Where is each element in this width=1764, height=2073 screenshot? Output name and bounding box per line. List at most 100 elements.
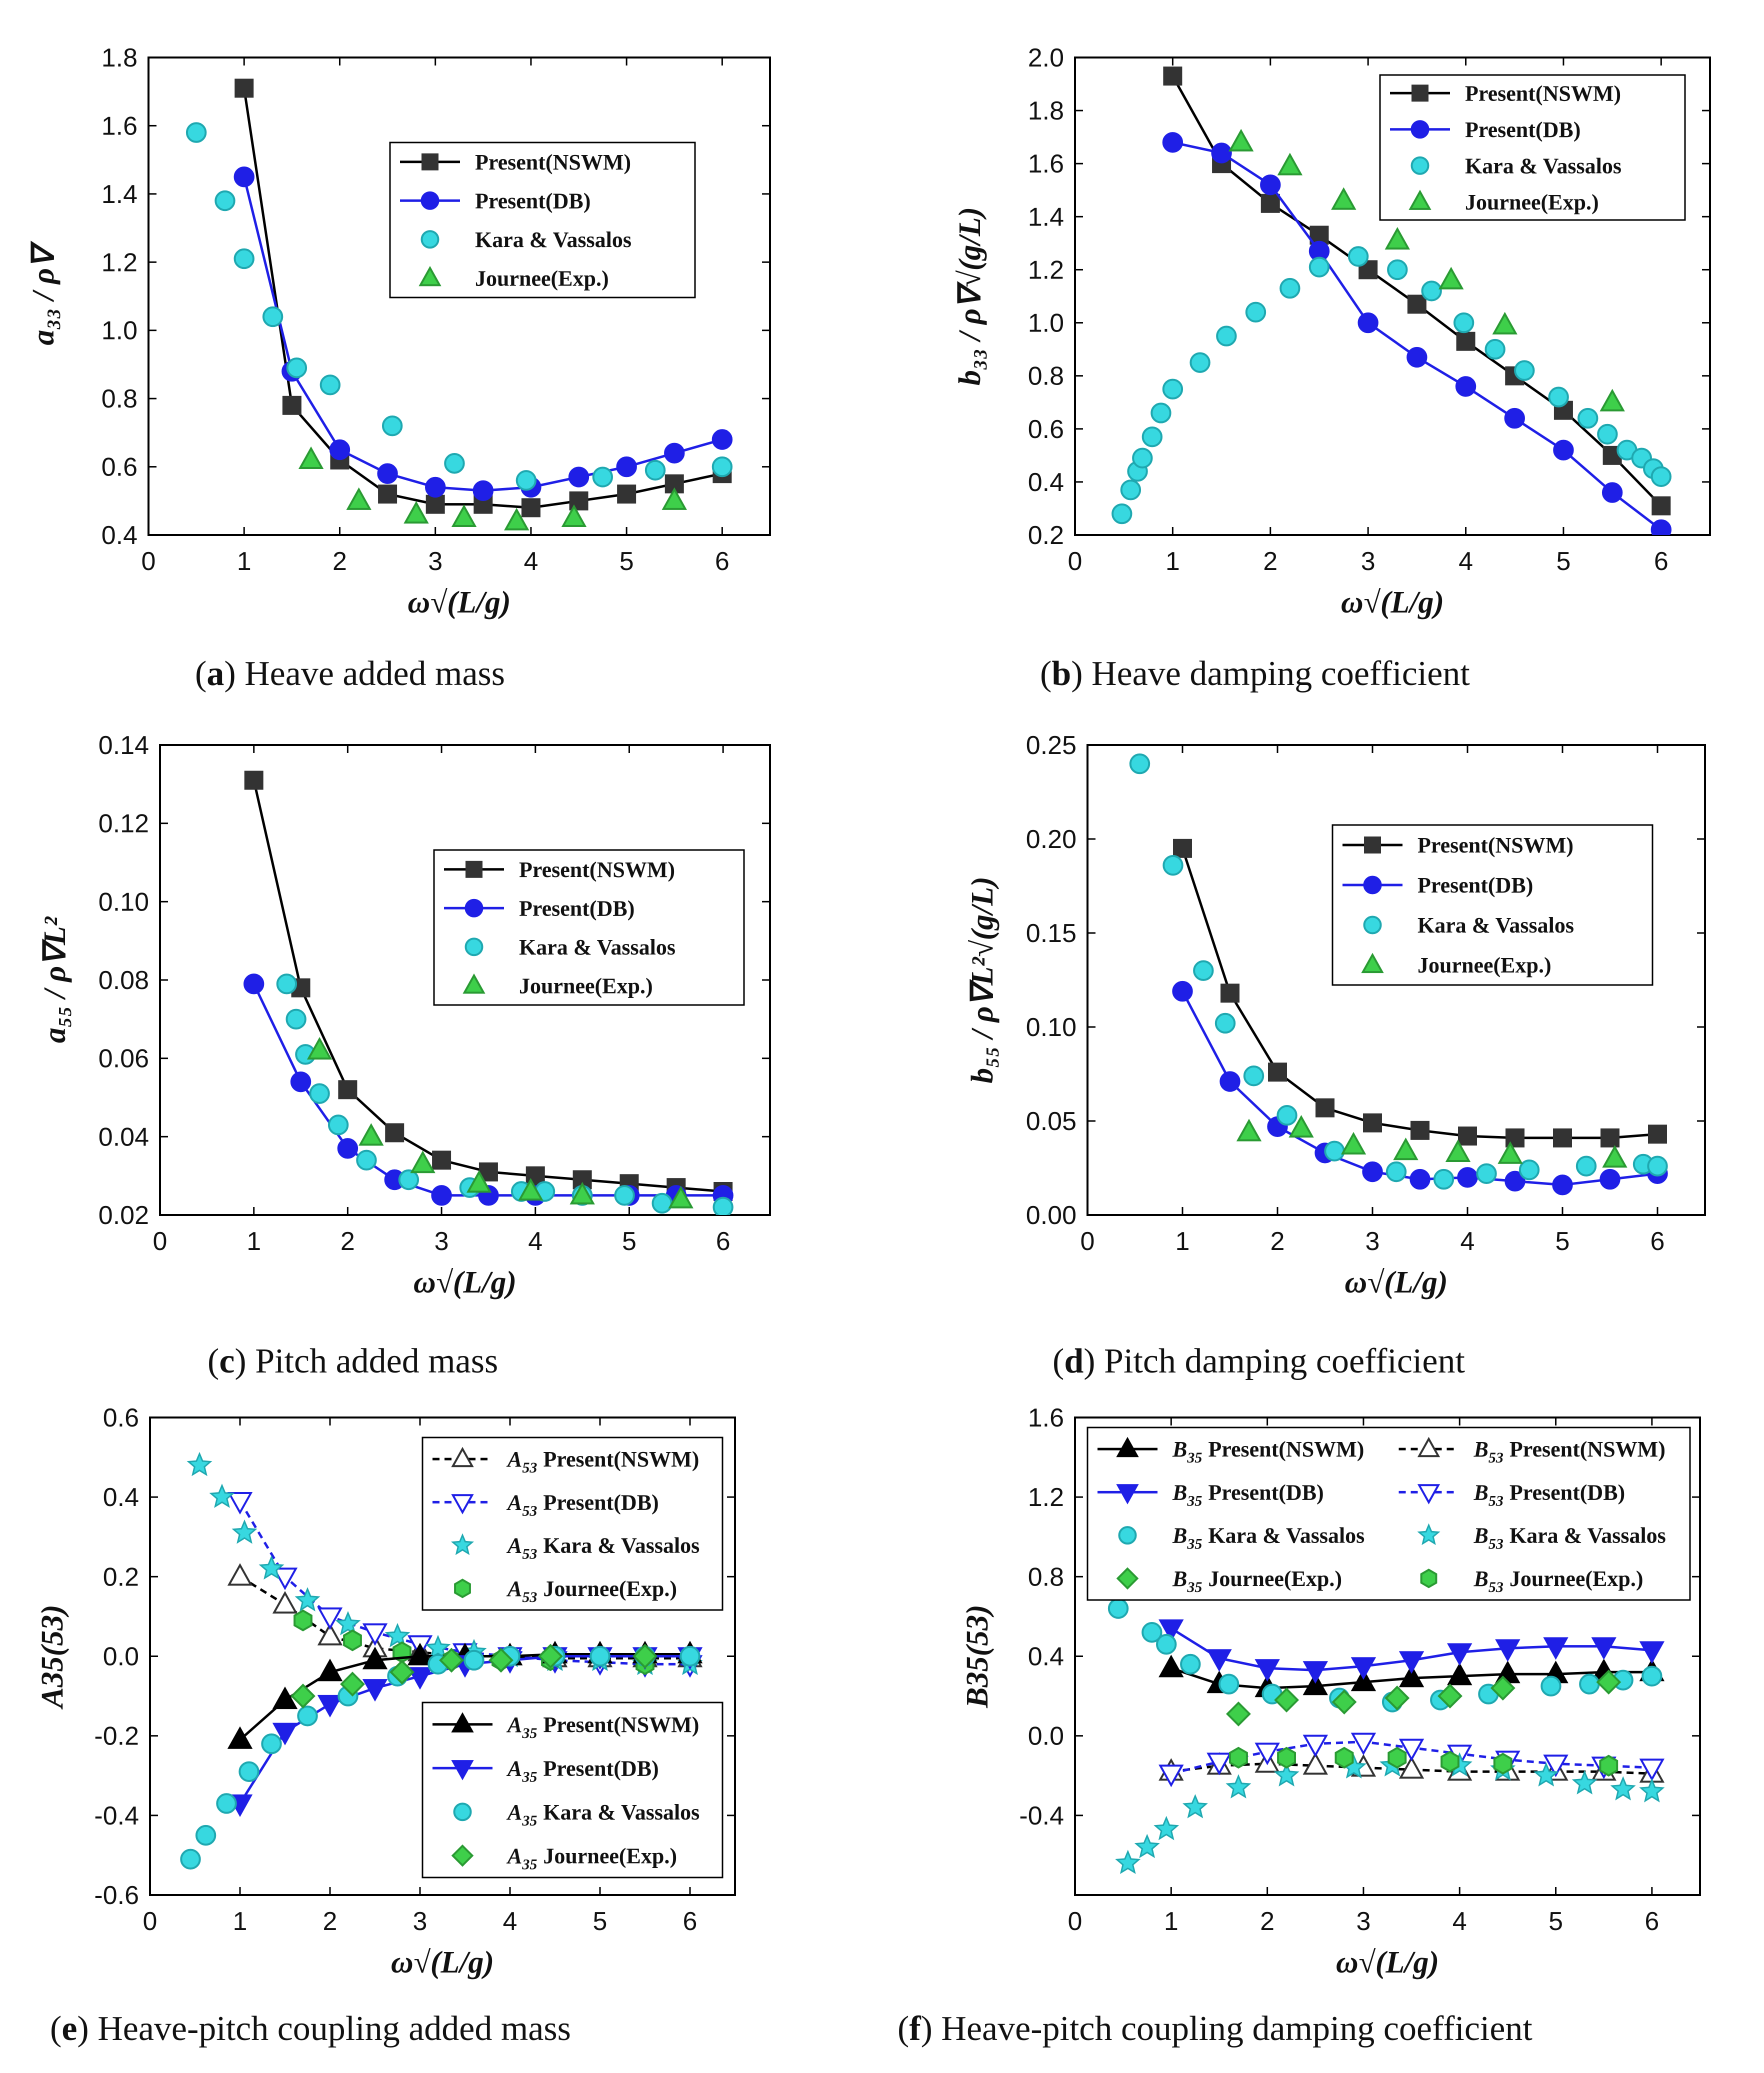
x-tick-label: 1 xyxy=(237,547,252,576)
series-b53-kara-vassalos xyxy=(1115,1752,1665,1874)
x-axis-label: ω√(L/g) xyxy=(1341,586,1444,620)
data-point xyxy=(1453,312,1474,334)
data-point xyxy=(561,504,587,527)
caption: (e) Heave-pitch coupling added mass xyxy=(50,2010,571,2048)
data-point xyxy=(1652,496,1671,516)
series-present-nswm- xyxy=(1173,838,1667,1148)
data-point xyxy=(1182,1794,1208,1818)
label-text: Journee(Exp.) xyxy=(543,1844,677,1868)
y-tick-label: 0.0 xyxy=(1028,1722,1064,1751)
data-point xyxy=(1332,1690,1357,1714)
y-tick-label: 0.6 xyxy=(102,453,138,482)
x-tick-label: 4 xyxy=(1458,547,1473,576)
legend-marker xyxy=(466,860,482,878)
label-text: Present(NSWM) xyxy=(1510,1437,1666,1462)
data-point xyxy=(568,466,590,488)
data-point xyxy=(1440,1750,1460,1773)
x-tick-label: 4 xyxy=(1452,1907,1467,1936)
data-point xyxy=(1268,1062,1287,1082)
data-point xyxy=(614,1185,635,1206)
data-point xyxy=(516,470,537,491)
y-tick-label: -0.6 xyxy=(94,1881,139,1910)
data-point xyxy=(234,248,254,270)
data-point xyxy=(712,1196,734,1215)
data-point xyxy=(1156,1634,1177,1655)
plot-area xyxy=(186,78,733,530)
data-point xyxy=(1647,1156,1668,1176)
legend-box xyxy=(1086,1426,1691,1601)
data-point xyxy=(320,374,341,396)
x-axis-label: ω√(L/g) xyxy=(391,1946,494,1980)
data-point xyxy=(1277,152,1303,176)
legend-label: Present(NSWM) xyxy=(475,150,631,174)
legend-marker xyxy=(451,1494,474,1514)
plot-area xyxy=(1112,66,1672,535)
legend-label: Kara & Vassalos xyxy=(475,228,632,252)
data-point xyxy=(1650,466,1672,487)
data-point xyxy=(298,446,324,469)
label-symbol: B xyxy=(1172,1437,1187,1462)
legend-label: A35 Present(DB) xyxy=(506,1756,659,1785)
x-tick-label: 5 xyxy=(1556,547,1570,576)
data-point xyxy=(209,1484,235,1508)
data-point xyxy=(410,1150,436,1174)
chart-panel-a: 0 1 2 3 4 5 6 0.4 0.6 0.8 1.0 1.2 1.4 1.6 1.8 ω√(L/g) a₃… xyxy=(26,44,771,693)
data-point xyxy=(1334,1746,1354,1769)
legend-label: Kara & Vassalos xyxy=(519,935,676,960)
caption-paren: ( xyxy=(195,654,206,693)
data-point xyxy=(504,508,530,530)
legend-label: Kara & Vassalos xyxy=(1418,913,1574,938)
y-tick-label: 0.05 xyxy=(1026,1107,1076,1136)
caption-text: ) Heave-pitch coupling added mass xyxy=(77,2010,570,2048)
data-point xyxy=(1206,1752,1232,1776)
data-point xyxy=(1132,448,1153,468)
data-point xyxy=(590,1646,610,1667)
label-symbol: A xyxy=(506,1712,522,1737)
x-tick-label: 5 xyxy=(1556,1227,1570,1256)
x-tick-label: 6 xyxy=(1654,547,1668,576)
y-tick-label: 0.6 xyxy=(103,1404,139,1432)
caption-text: ) Pitch added mass xyxy=(234,1342,498,1380)
label-subscript: 53 xyxy=(1488,1492,1504,1509)
legend-label: Present(DB) xyxy=(475,188,590,213)
x-tick-label: 0 xyxy=(1068,1907,1082,1936)
data-point xyxy=(186,122,207,143)
data-point xyxy=(1639,1758,1665,1782)
legend-label: A53 Present(NSWM) xyxy=(506,1447,699,1476)
data-point xyxy=(1112,503,1132,524)
data-point xyxy=(1331,187,1356,210)
data-point xyxy=(1220,1071,1240,1092)
legend-label: B53 Present(DB) xyxy=(1474,1480,1626,1509)
data-point xyxy=(186,1452,212,1476)
legend-marker xyxy=(1408,190,1432,210)
y-tick-label: 2.0 xyxy=(1028,44,1064,72)
y-tick-label: 1.8 xyxy=(1028,96,1064,126)
x-tick-label: 2 xyxy=(332,547,347,576)
data-point xyxy=(1216,326,1237,346)
x-tick-label: 0 xyxy=(1068,547,1082,576)
y-axis-label: b₅₅ / ρ∇L²√(g/L) xyxy=(966,876,1000,1084)
legend-marker xyxy=(1417,1484,1440,1504)
data-point xyxy=(1484,338,1506,360)
data-point xyxy=(592,466,614,488)
x-tick-label: 4 xyxy=(524,547,538,576)
caption-text: ) Heave-pitch coupling damping coefficie… xyxy=(921,2010,1533,2048)
data-point xyxy=(1142,1622,1162,1643)
data-point xyxy=(328,1114,349,1136)
data-point xyxy=(214,190,236,212)
data-point xyxy=(1498,1141,1523,1164)
data-point xyxy=(1600,1128,1620,1148)
x-axis-label: ω√(L/g) xyxy=(1336,1946,1439,1980)
y-tick-label: 1.2 xyxy=(1028,1483,1064,1512)
y-tick-label: 0.6 xyxy=(1028,415,1064,444)
data-point xyxy=(362,1646,388,1670)
data-point xyxy=(1602,482,1623,503)
data-point xyxy=(262,306,284,328)
y-tick-label: 0.08 xyxy=(98,966,149,995)
y-tick-label: -0.4 xyxy=(94,1802,139,1830)
data-point xyxy=(343,1629,362,1652)
legend-marker xyxy=(451,1844,474,1867)
label-subscript: 35 xyxy=(522,1725,537,1742)
label-symbol: B xyxy=(1474,1566,1488,1591)
data-point xyxy=(1288,1114,1314,1138)
